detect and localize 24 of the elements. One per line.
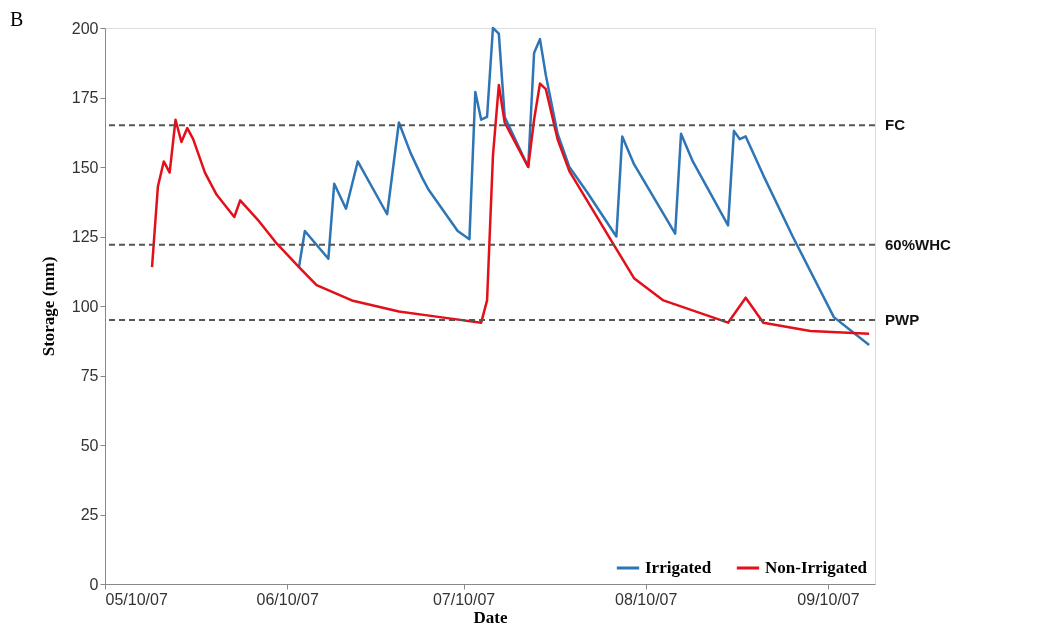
legend-label: Non-Irrigated [765, 558, 868, 577]
ref-line-label: PWP [885, 310, 920, 328]
ref-line-label: FC [885, 116, 906, 134]
x-tick-label: 05/10/07 [105, 590, 168, 608]
ref-line-label: 60%WHC [885, 235, 952, 253]
chart-title: B [10, 8, 24, 30]
y-tick-label: 150 [71, 158, 99, 176]
x-tick-label: 08/10/07 [615, 590, 678, 608]
x-tick-label: 07/10/07 [432, 590, 496, 608]
y-tick-label: 0 [89, 575, 99, 593]
y-tick-label: 175 [71, 89, 99, 106]
y-tick-label: 25 [80, 506, 99, 523]
x-tick-label: 06/10/07 [256, 590, 319, 608]
legend-label: Irrigated [645, 558, 712, 577]
y-axis-title: Storage (mm) [38, 256, 58, 357]
x-tick-label: 09/10/07 [797, 590, 860, 608]
y-tick-label: 100 [71, 297, 99, 315]
y-tick-label: 125 [71, 228, 99, 245]
x-axis-title: Date [473, 607, 508, 627]
y-tick-label: 75 [80, 367, 99, 384]
y-tick-label: 50 [80, 436, 99, 454]
y-tick-label: 200 [71, 19, 99, 37]
line-series [297, 26, 871, 347]
line-series [150, 82, 871, 336]
